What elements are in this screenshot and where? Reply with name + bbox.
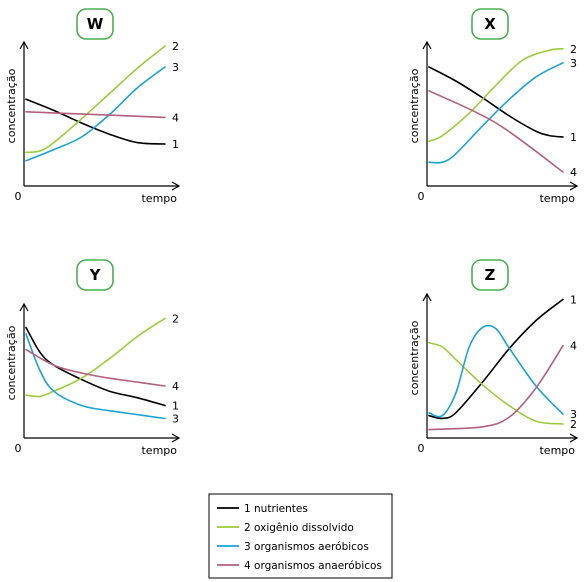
origin-label: 0: [15, 190, 22, 203]
series-line-2: [25, 45, 166, 154]
origin-label: 0: [418, 442, 425, 455]
series-label-4: 4: [570, 340, 577, 353]
series-line-3: [428, 324, 564, 418]
series-line-3: [25, 66, 166, 162]
series-line-4: [428, 344, 564, 431]
y-axis-label: concentração: [408, 320, 421, 395]
series-line-1: [25, 326, 166, 407]
series-label-1: 1: [570, 131, 577, 144]
series-label-2: 2: [570, 418, 577, 431]
series-label-2: 2: [172, 312, 179, 325]
series-label-1: 1: [570, 293, 577, 306]
series-label-3: 3: [172, 61, 179, 74]
y-axis-arrow: [422, 40, 432, 50]
origin-label: 0: [418, 190, 425, 203]
y-axis-arrow: [19, 40, 29, 50]
series-label-4: 4: [172, 111, 179, 124]
origin-label: 0: [15, 442, 22, 455]
series-line-1: [428, 66, 564, 138]
x-axis-label: tempo: [539, 444, 575, 457]
series-line-1: [25, 98, 166, 145]
series-line-2: [25, 317, 166, 398]
panel-title-badge: [471, 8, 509, 40]
y-axis-label: concentração: [5, 68, 18, 143]
series-line-4: [428, 90, 564, 173]
series-label-4: 4: [172, 380, 179, 393]
series-line-2: [428, 342, 564, 425]
x-axis-arrow: [569, 433, 579, 443]
series-label-2: 2: [172, 40, 179, 53]
series-label-3: 3: [172, 413, 179, 426]
series-label-1: 1: [172, 138, 179, 151]
panel-title-badge: [76, 8, 114, 40]
series-line-2: [428, 48, 564, 142]
series-line-3: [428, 62, 564, 164]
panel-title: Z: [485, 266, 496, 284]
panel-title: Y: [89, 266, 102, 284]
series-label-3: 3: [570, 57, 577, 70]
series-label-1: 1: [172, 400, 179, 413]
legend-entry-4: 4 organismos anaeróbicos: [244, 560, 382, 572]
x-axis-arrow: [569, 181, 579, 191]
panel-title-badge: [76, 259, 114, 291]
y-axis-arrow: [422, 292, 432, 302]
y-axis-arrow: [19, 302, 29, 312]
legend-box: [208, 493, 393, 579]
series-line-1: [428, 298, 564, 420]
x-axis-arrow: [171, 181, 181, 191]
series-line-4: [25, 111, 166, 119]
series-label-2: 2: [570, 43, 577, 56]
legend: 1 nutrientes 2 oxigênio dissolvido 3 organ…: [208, 493, 393, 579]
x-axis-label: tempo: [539, 192, 575, 205]
legend-entry-3: 3 organismos aeróbicos: [244, 541, 369, 553]
legend-entry-2: 2 oxigênio dissolvido: [244, 522, 354, 534]
x-axis-label: tempo: [141, 444, 177, 457]
x-axis-arrow: [171, 433, 181, 443]
panel-title-badge: [471, 259, 509, 291]
series-line-3: [25, 333, 166, 420]
panel-title: X: [484, 15, 496, 33]
x-axis-label: tempo: [141, 192, 177, 205]
y-axis-label: concentração: [408, 68, 421, 143]
series-label-4: 4: [570, 166, 577, 179]
legend-entry-1: 1 nutrientes: [244, 503, 308, 515]
panel-title: W: [87, 15, 104, 33]
y-axis-label: concentração: [5, 325, 18, 400]
series-line-4: [25, 348, 166, 387]
series-label-3: 3: [570, 408, 577, 421]
